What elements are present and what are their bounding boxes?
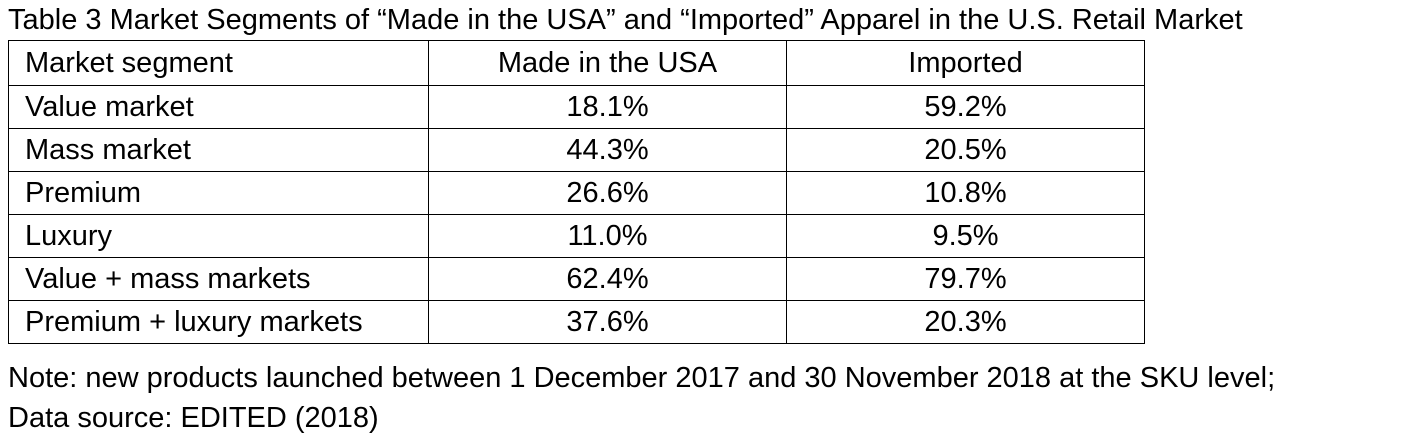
header-market-segment: Market segment: [8, 40, 429, 86]
imported-cell: 59.2%: [786, 85, 1145, 129]
segment-cell: Value market: [8, 85, 429, 129]
made-in-usa-cell: 18.1%: [428, 85, 787, 129]
made-in-usa-cell: 44.3%: [428, 128, 787, 172]
made-in-usa-cell: 37.6%: [428, 300, 787, 344]
table-row: Premium + luxury markets 37.6% 20.3%: [8, 300, 1145, 344]
segment-cell: Premium + luxury markets: [8, 300, 429, 344]
table-header-row: Market segment Made in the USA Imported: [8, 40, 1145, 86]
made-in-usa-cell: 11.0%: [428, 214, 787, 258]
imported-cell: 9.5%: [786, 214, 1145, 258]
segment-cell: Mass market: [8, 128, 429, 172]
table-row: Premium 26.6% 10.8%: [8, 171, 1145, 215]
segment-cell: Luxury: [8, 214, 429, 258]
table-row: Value market 18.1% 59.2%: [8, 85, 1145, 129]
table-row: Mass market 44.3% 20.5%: [8, 128, 1145, 172]
imported-cell: 10.8%: [786, 171, 1145, 215]
data-source-line: Data source: EDITED (2018): [8, 402, 379, 434]
table-caption: Table 3 Market Segments of “Made in the …: [8, 4, 1243, 36]
imported-cell: 20.3%: [786, 300, 1145, 344]
table-row: Luxury 11.0% 9.5%: [8, 214, 1145, 258]
made-in-usa-cell: 26.6%: [428, 171, 787, 215]
imported-cell: 79.7%: [786, 257, 1145, 301]
market-segments-table: Market segment Made in the USA Imported …: [8, 40, 1145, 344]
note-line: Note: new products launched between 1 De…: [8, 362, 1276, 394]
imported-cell: 20.5%: [786, 128, 1145, 172]
table-notes: Note: new products launched between 1 De…: [8, 358, 1275, 438]
table-row: Value + mass markets 62.4% 79.7%: [8, 257, 1145, 301]
segment-cell: Premium: [8, 171, 429, 215]
header-made-in-usa: Made in the USA: [428, 40, 787, 86]
made-in-usa-cell: 62.4%: [428, 257, 787, 301]
header-imported: Imported: [786, 40, 1145, 86]
segment-cell: Value + mass markets: [8, 257, 429, 301]
